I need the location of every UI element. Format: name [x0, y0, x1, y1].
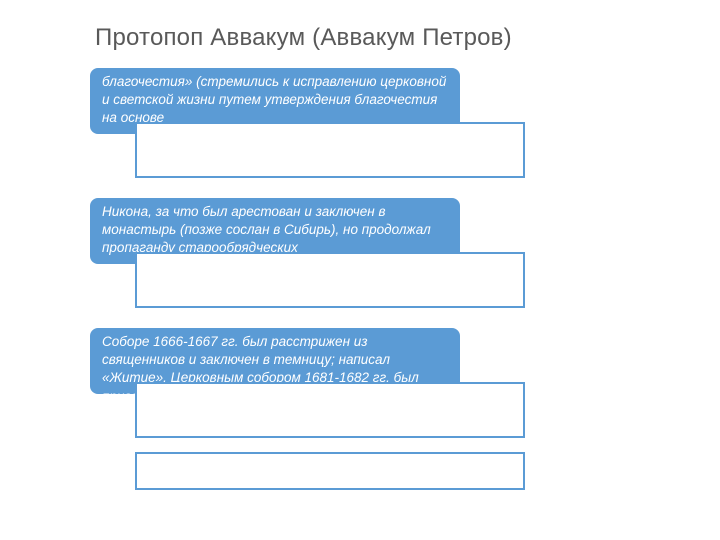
slide: Протопоп Аввакум (Аввакум Петров) благоч…: [0, 0, 720, 540]
card-stack: благочестия» (стремились к исправлению ц…: [90, 68, 495, 490]
card-2: Никона, за что был арестован и заключен …: [90, 198, 495, 308]
card-3: Соборе 1666-1667 гг. был расстрижен из с…: [90, 328, 495, 438]
trailing-empty-box: [135, 452, 525, 490]
card-2-white-overlay: [135, 252, 525, 308]
card-1-white-overlay: [135, 122, 525, 178]
card-3-white-overlay: [135, 382, 525, 438]
page-title: Протопоп Аввакум (Аввакум Петров): [90, 24, 630, 52]
card-1: благочестия» (стремились к исправлению ц…: [90, 68, 495, 178]
